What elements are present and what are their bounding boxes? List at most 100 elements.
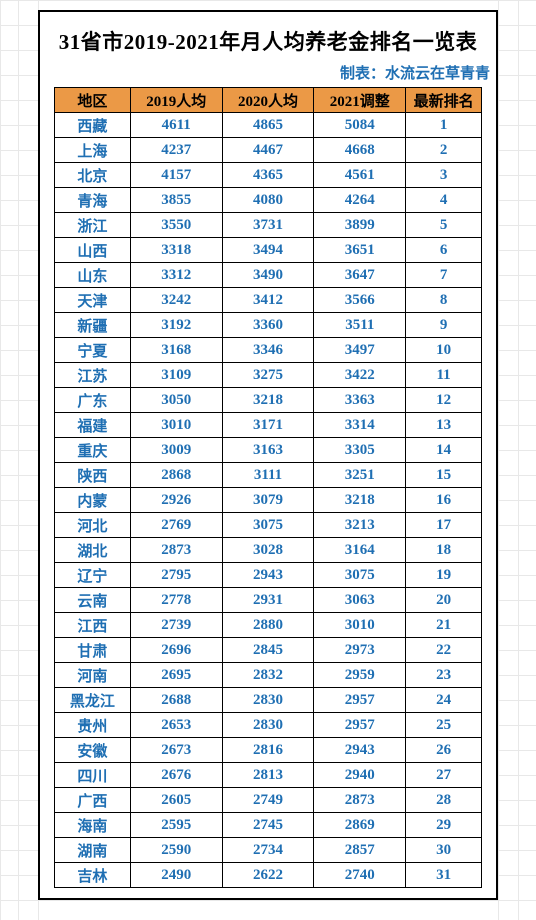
- table-cell: 27: [406, 763, 482, 788]
- table-cell: 内蒙: [55, 488, 131, 513]
- table-cell: 2734: [222, 838, 314, 863]
- table-cell: 2931: [222, 588, 314, 613]
- table-cell: 2740: [314, 863, 406, 888]
- column-header: 2020人均: [222, 88, 314, 113]
- table-cell: 5: [406, 213, 482, 238]
- table-cell: 青海: [55, 188, 131, 213]
- table-row: 广东30503218336312: [55, 388, 482, 413]
- table-cell: 3497: [314, 338, 406, 363]
- table-row: 贵州26532830295725: [55, 713, 482, 738]
- table-cell: 湖北: [55, 538, 131, 563]
- table-cell: 西藏: [55, 113, 131, 138]
- table-cell: 28: [406, 788, 482, 813]
- table-cell: 2739: [130, 613, 222, 638]
- table-cell: 4865: [222, 113, 314, 138]
- table-cell: 3651: [314, 238, 406, 263]
- table-row: 新疆3192336035119: [55, 313, 482, 338]
- table-row: 吉林24902622274031: [55, 863, 482, 888]
- table-cell: 3346: [222, 338, 314, 363]
- table-cell: 20: [406, 588, 482, 613]
- report-container: 31省市2019-2021年月人均养老金排名一览表 制表：水流云在草青青 地区 2…: [38, 10, 498, 900]
- table-cell: 2778: [130, 588, 222, 613]
- table-row: 甘肃26962845297322: [55, 638, 482, 663]
- table-row: 上海4237446746682: [55, 138, 482, 163]
- table-cell: 江苏: [55, 363, 131, 388]
- table-cell: 2695: [130, 663, 222, 688]
- table-cell: 重庆: [55, 438, 131, 463]
- table-cell: 2769: [130, 513, 222, 538]
- table-cell: 吉林: [55, 863, 131, 888]
- table-row: 山东3312349036477: [55, 263, 482, 288]
- table-cell: 12: [406, 388, 482, 413]
- table-cell: 3171: [222, 413, 314, 438]
- table-cell: 2873: [130, 538, 222, 563]
- table-cell: 3566: [314, 288, 406, 313]
- table-row: 江西27392880301021: [55, 613, 482, 638]
- table-cell: 30: [406, 838, 482, 863]
- table-cell: 25: [406, 713, 482, 738]
- table-row: 浙江3550373138995: [55, 213, 482, 238]
- table-cell: 16: [406, 488, 482, 513]
- table-cell: 2795: [130, 563, 222, 588]
- table-cell: 2943: [222, 563, 314, 588]
- table-cell: 2926: [130, 488, 222, 513]
- table-cell: 3550: [130, 213, 222, 238]
- table-row: 黑龙江26882830295724: [55, 688, 482, 713]
- table-cell: 3111: [222, 463, 314, 488]
- table-row: 山西3318349436516: [55, 238, 482, 263]
- table-cell: 广西: [55, 788, 131, 813]
- table-cell: 1: [406, 113, 482, 138]
- table-cell: 宁夏: [55, 338, 131, 363]
- report-credit: 制表：水流云在草青青: [40, 62, 496, 87]
- table-cell: 26: [406, 738, 482, 763]
- table-cell: 3731: [222, 213, 314, 238]
- column-header: 地区: [55, 88, 131, 113]
- table-row: 河南26952832295923: [55, 663, 482, 688]
- table-cell: 3318: [130, 238, 222, 263]
- table-cell: 2830: [222, 688, 314, 713]
- table-cell: 2605: [130, 788, 222, 813]
- table-row: 辽宁27952943307519: [55, 563, 482, 588]
- table-cell: 3647: [314, 263, 406, 288]
- table-cell: 四川: [55, 763, 131, 788]
- table-cell: 3: [406, 163, 482, 188]
- table-cell: 2940: [314, 763, 406, 788]
- table-cell: 云南: [55, 588, 131, 613]
- table-cell: 3050: [130, 388, 222, 413]
- table-cell: 2816: [222, 738, 314, 763]
- table-cell: 29: [406, 813, 482, 838]
- table-cell: 2957: [314, 713, 406, 738]
- table-cell: 3192: [130, 313, 222, 338]
- table-cell: 黑龙江: [55, 688, 131, 713]
- table-cell: 2845: [222, 638, 314, 663]
- table-cell: 3218: [222, 388, 314, 413]
- pension-ranking-table: 地区2019人均2020人均2021调整最新排名 西藏4611486550841…: [54, 87, 482, 888]
- table-cell: 17: [406, 513, 482, 538]
- table-cell: 江西: [55, 613, 131, 638]
- table-cell: 3168: [130, 338, 222, 363]
- table-row: 云南27782931306320: [55, 588, 482, 613]
- table-cell: 湖南: [55, 838, 131, 863]
- report-title: 31省市2019-2021年月人均养老金排名一览表: [40, 12, 496, 62]
- table-cell: 2857: [314, 838, 406, 863]
- table-cell: 3312: [130, 263, 222, 288]
- table-row: 四川26762813294027: [55, 763, 482, 788]
- table-row: 江苏31093275342211: [55, 363, 482, 388]
- table-cell: 广东: [55, 388, 131, 413]
- table-cell: 2622: [222, 863, 314, 888]
- table-cell: 3855: [130, 188, 222, 213]
- table-cell: 海南: [55, 813, 131, 838]
- table-cell: 10: [406, 338, 482, 363]
- table-cell: 甘肃: [55, 638, 131, 663]
- table-cell: 3275: [222, 363, 314, 388]
- table-cell: 上海: [55, 138, 131, 163]
- table-cell: 2696: [130, 638, 222, 663]
- table-row: 宁夏31683346349710: [55, 338, 482, 363]
- table-cell: 河南: [55, 663, 131, 688]
- table-cell: 3305: [314, 438, 406, 463]
- table-cell: 3010: [130, 413, 222, 438]
- table-cell: 2973: [314, 638, 406, 663]
- table-cell: 3028: [222, 538, 314, 563]
- table-cell: 7: [406, 263, 482, 288]
- table-cell: 3899: [314, 213, 406, 238]
